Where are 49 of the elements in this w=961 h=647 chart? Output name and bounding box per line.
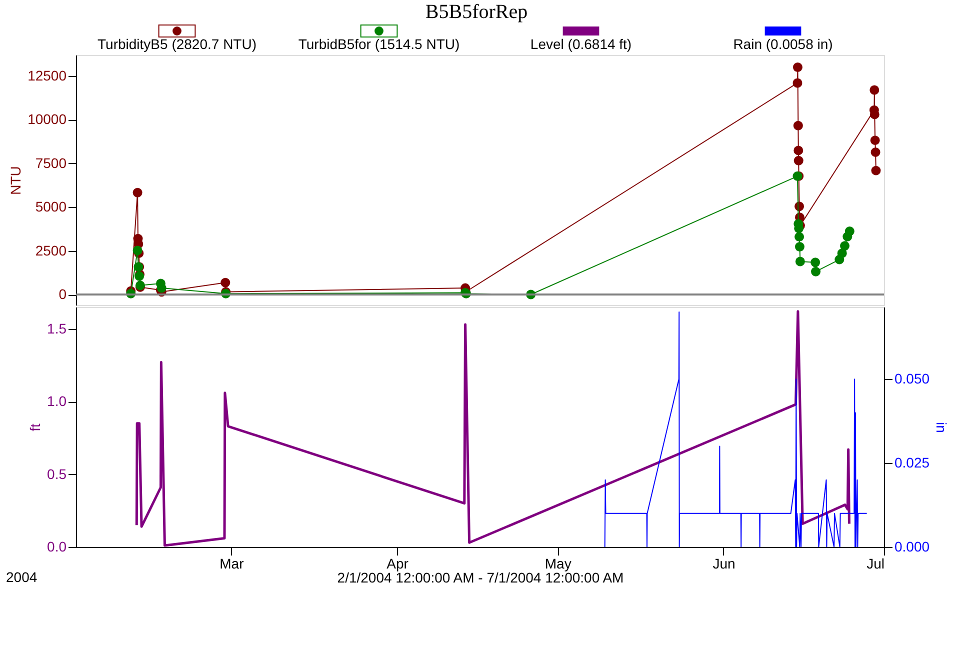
point bbox=[794, 156, 804, 166]
point bbox=[793, 120, 803, 130]
legend-label: TurbidB5for (1514.5 NTU) bbox=[298, 36, 460, 52]
point bbox=[870, 136, 880, 146]
point bbox=[220, 278, 230, 288]
y-tick-label: 10000 bbox=[28, 111, 67, 128]
point bbox=[132, 188, 142, 198]
chart-title: B5B5forRep bbox=[425, 1, 528, 23]
y2-axis-title: in bbox=[934, 422, 950, 433]
y-axis-title: ft bbox=[27, 424, 44, 432]
point bbox=[792, 62, 802, 72]
point bbox=[840, 241, 850, 251]
x-tick-label: Jul bbox=[866, 556, 884, 572]
legend-label: TurbidityB5 (2820.7 NTU) bbox=[98, 36, 256, 52]
point bbox=[837, 248, 847, 258]
point bbox=[794, 242, 804, 252]
y-tick-label: 2500 bbox=[35, 242, 67, 258]
x-tick-label: Apr bbox=[386, 556, 409, 572]
point bbox=[792, 78, 802, 88]
y2-tick-label: 0.025 bbox=[894, 454, 930, 471]
y-tick-label: 1.5 bbox=[47, 320, 67, 336]
point bbox=[795, 256, 805, 266]
x-tick-label: Jun bbox=[712, 556, 736, 572]
point bbox=[794, 146, 804, 156]
x-tick-label: May bbox=[544, 556, 572, 572]
y-tick-label: 5000 bbox=[35, 198, 67, 215]
point bbox=[794, 232, 804, 242]
point bbox=[870, 147, 880, 157]
y-tick-label: 0.5 bbox=[47, 466, 67, 482]
y-tick-label: 1.0 bbox=[47, 393, 67, 410]
y-tick-label: 0.0 bbox=[47, 538, 67, 554]
line-series bbox=[604, 312, 868, 547]
point bbox=[871, 166, 881, 176]
legend-label: Rain (0.0058 in) bbox=[733, 36, 833, 52]
point bbox=[870, 85, 880, 95]
y-tick-label: 7500 bbox=[35, 154, 67, 171]
legend-label: Level (0.6814 ft) bbox=[530, 36, 632, 52]
point bbox=[132, 246, 142, 256]
y2-tick-label: 0.050 bbox=[894, 370, 930, 387]
y-axis-title: NTU bbox=[8, 166, 24, 195]
text: 2004 bbox=[6, 569, 38, 585]
point bbox=[811, 266, 821, 276]
y-tick-label: 12500 bbox=[28, 67, 67, 84]
point bbox=[844, 226, 854, 236]
y-tick-label: 0 bbox=[58, 286, 67, 302]
y2-tick-label: 0.000 bbox=[894, 538, 930, 554]
line-series bbox=[135, 310, 850, 547]
point bbox=[810, 258, 820, 268]
x-tick-label: Mar bbox=[220, 556, 244, 572]
